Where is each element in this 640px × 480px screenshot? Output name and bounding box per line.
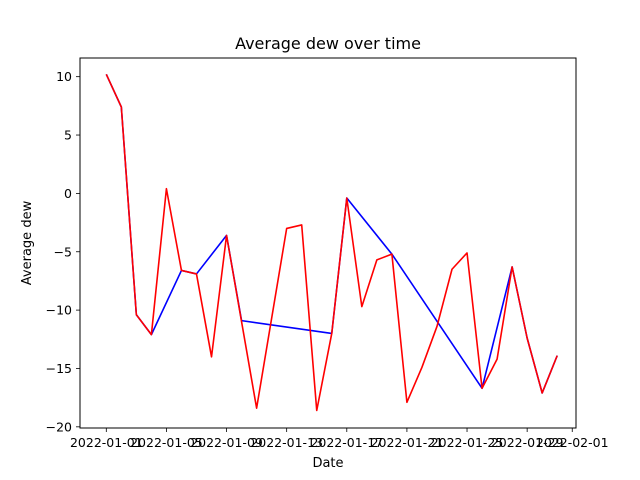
x-axis: 2022-01-012022-01-052022-01-092022-01-13…: [70, 428, 609, 450]
x-tick-label: 2022-01-29: [491, 435, 564, 450]
chart-title: Average dew over time: [235, 34, 421, 53]
y-axis: −20 −15 −10 −5 0 5 10: [46, 69, 80, 434]
x-tick-label: 2022-01-21: [371, 435, 444, 450]
series-layer: [105, 74, 558, 412]
x-tick-label: 2022-01-05: [130, 435, 203, 450]
x-axis-label: Date: [312, 456, 343, 471]
x-tick-label: 2022-01-09: [190, 435, 263, 450]
x-tick-label: 2022-01-01: [70, 435, 143, 450]
y-tick-label: 10: [56, 69, 72, 84]
y-tick-label: −20: [46, 419, 72, 434]
y-tick-label: 5: [64, 128, 72, 143]
y-tick-label: 0: [64, 186, 72, 201]
y-tick-label: −5: [54, 244, 72, 259]
y-axis-label: Average dew: [20, 200, 35, 285]
x-tick-label: 2022-02-01: [536, 435, 609, 450]
plot-area: 2022-01-012022-01-052022-01-092022-01-13…: [46, 57, 609, 450]
y-tick-label: −10: [46, 303, 72, 318]
plot-frame: [79, 57, 577, 429]
series-line-2: [105, 74, 558, 412]
plot-background: [80, 58, 576, 428]
x-tick-label: 2022-01-17: [310, 435, 383, 450]
y-tick-label: −15: [46, 361, 72, 376]
x-tick-label: 2022-01-25: [431, 435, 504, 450]
x-tick-label: 2022-01-13: [250, 435, 323, 450]
